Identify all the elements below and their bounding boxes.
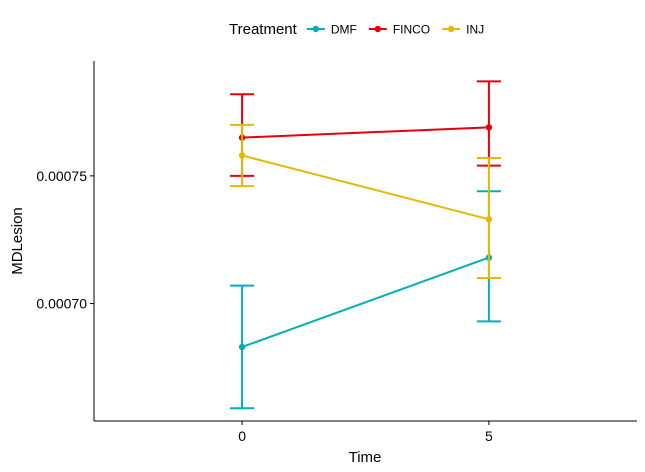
legend-title: Treatment: [229, 21, 298, 38]
series-line-dmf: [241, 256, 490, 348]
y-tick-label: 0.00070: [36, 296, 87, 312]
data-point-finco: [485, 124, 493, 131]
legend-label-finco: FINCO: [393, 23, 430, 37]
data-point-inj: [485, 216, 493, 223]
legend-label-dmf: DMF: [331, 23, 357, 37]
series-dmf: [230, 190, 501, 410]
series-layer: [230, 80, 501, 410]
series-finco: [230, 80, 501, 177]
legend: Treatment DMF FINCO INJ: [229, 21, 484, 38]
x-tick-label: 5: [485, 428, 493, 444]
series-line-inj: [241, 154, 490, 221]
y-axis-title: MDLesion: [9, 207, 26, 275]
series-line-finco: [242, 126, 489, 139]
legend-item-inj: INJ: [442, 23, 484, 37]
legend-key-point-inj: [447, 25, 455, 33]
x-tick-label: 0: [238, 428, 246, 444]
y-tick-label: 0.00075: [36, 168, 87, 184]
x-axis-title: Time: [349, 449, 382, 466]
data-point-dmf: [238, 343, 246, 351]
legend-key-point-finco: [374, 25, 382, 33]
series-inj: [230, 123, 501, 280]
y-axis-ticks: 0.00070 0.00075: [36, 168, 94, 312]
legend-item-finco: FINCO: [368, 23, 430, 37]
legend-key-point-dmf: [312, 25, 320, 33]
data-point-inj: [238, 152, 246, 159]
legend-item-dmf: DMF: [306, 23, 357, 37]
legend-label-inj: INJ: [466, 23, 484, 37]
